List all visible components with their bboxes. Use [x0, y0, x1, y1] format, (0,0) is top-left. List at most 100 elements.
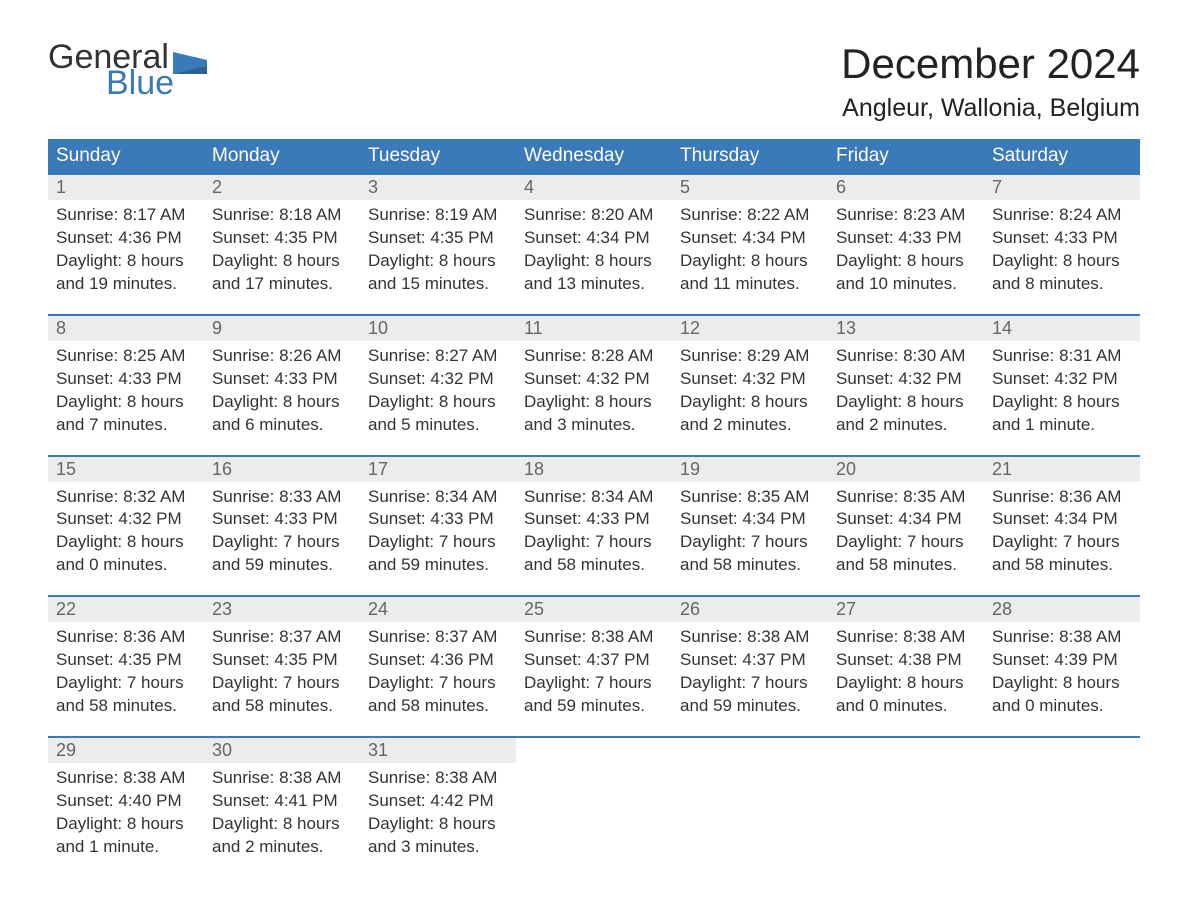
day-sunset: Sunset: 4:34 PM [680, 508, 820, 531]
content-row: Sunrise: 8:25 AMSunset: 4:33 PMDaylight:… [48, 341, 1140, 456]
day-sunset: Sunset: 4:35 PM [212, 649, 352, 672]
day-sunset: Sunset: 4:35 PM [368, 227, 508, 250]
day-cell: Sunrise: 8:34 AMSunset: 4:33 PMDaylight:… [516, 482, 672, 597]
day-cell: Sunrise: 8:28 AMSunset: 4:32 PMDaylight:… [516, 341, 672, 456]
day-daylight1: Daylight: 8 hours [368, 813, 508, 836]
day-sunset: Sunset: 4:35 PM [56, 649, 196, 672]
day-sunset: Sunset: 4:35 PM [212, 227, 352, 250]
day-daylight1: Daylight: 7 hours [680, 531, 820, 554]
day-daylight2: and 0 minutes. [56, 554, 196, 577]
day-daylight2: and 13 minutes. [524, 273, 664, 296]
daynum-row: 293031 [48, 737, 1140, 763]
day-number: 7 [984, 174, 1140, 200]
day-number: 12 [672, 315, 828, 341]
day-sunset: Sunset: 4:37 PM [524, 649, 664, 672]
day-sunset: Sunset: 4:32 PM [992, 368, 1132, 391]
day-cell: Sunrise: 8:31 AMSunset: 4:32 PMDaylight:… [984, 341, 1140, 456]
day-daylight1: Daylight: 7 hours [56, 672, 196, 695]
day-cell: Sunrise: 8:37 AMSunset: 4:35 PMDaylight:… [204, 622, 360, 737]
day-daylight2: and 8 minutes. [992, 273, 1132, 296]
day-number: 22 [48, 596, 204, 622]
day-sunrise: Sunrise: 8:24 AM [992, 204, 1132, 227]
day-sunrise: Sunrise: 8:26 AM [212, 345, 352, 368]
day-cell: Sunrise: 8:35 AMSunset: 4:34 PMDaylight:… [828, 482, 984, 597]
day-number: 2 [204, 174, 360, 200]
daynum-row: 1234567 [48, 174, 1140, 200]
day-cell: Sunrise: 8:26 AMSunset: 4:33 PMDaylight:… [204, 341, 360, 456]
day-sunset: Sunset: 4:33 PM [56, 368, 196, 391]
content-row: Sunrise: 8:38 AMSunset: 4:40 PMDaylight:… [48, 763, 1140, 877]
day-daylight2: and 19 minutes. [56, 273, 196, 296]
day-sunrise: Sunrise: 8:38 AM [524, 626, 664, 649]
day-sunset: Sunset: 4:32 PM [56, 508, 196, 531]
day-sunrise: Sunrise: 8:34 AM [524, 486, 664, 509]
day-number: 24 [360, 596, 516, 622]
day-cell: Sunrise: 8:35 AMSunset: 4:34 PMDaylight:… [672, 482, 828, 597]
day-sunrise: Sunrise: 8:18 AM [212, 204, 352, 227]
day-cell: Sunrise: 8:22 AMSunset: 4:34 PMDaylight:… [672, 200, 828, 315]
day-sunset: Sunset: 4:38 PM [836, 649, 976, 672]
day-daylight2: and 17 minutes. [212, 273, 352, 296]
day-daylight2: and 58 minutes. [680, 554, 820, 577]
day-number: 11 [516, 315, 672, 341]
day-cell: Sunrise: 8:38 AMSunset: 4:41 PMDaylight:… [204, 763, 360, 877]
day-number: 15 [48, 456, 204, 482]
weekday-header: Friday [828, 139, 984, 174]
day-daylight1: Daylight: 8 hours [212, 391, 352, 414]
day-sunrise: Sunrise: 8:29 AM [680, 345, 820, 368]
day-daylight2: and 59 minutes. [680, 695, 820, 718]
day-cell: Sunrise: 8:38 AMSunset: 4:37 PMDaylight:… [672, 622, 828, 737]
day-number [828, 737, 984, 763]
day-daylight1: Daylight: 8 hours [212, 250, 352, 273]
day-cell: Sunrise: 8:34 AMSunset: 4:33 PMDaylight:… [360, 482, 516, 597]
day-sunrise: Sunrise: 8:28 AM [524, 345, 664, 368]
day-sunrise: Sunrise: 8:38 AM [56, 767, 196, 790]
day-sunrise: Sunrise: 8:37 AM [212, 626, 352, 649]
month-title: December 2024 [841, 40, 1140, 88]
daynum-row: 15161718192021 [48, 456, 1140, 482]
day-sunrise: Sunrise: 8:19 AM [368, 204, 508, 227]
weekday-header-row: Sunday Monday Tuesday Wednesday Thursday… [48, 139, 1140, 174]
day-sunrise: Sunrise: 8:38 AM [836, 626, 976, 649]
day-daylight2: and 59 minutes. [212, 554, 352, 577]
title-block: December 2024 Angleur, Wallonia, Belgium [841, 40, 1140, 123]
day-cell: Sunrise: 8:23 AMSunset: 4:33 PMDaylight:… [828, 200, 984, 315]
day-daylight2: and 59 minutes. [524, 695, 664, 718]
day-number: 1 [48, 174, 204, 200]
day-number: 21 [984, 456, 1140, 482]
day-daylight1: Daylight: 8 hours [56, 250, 196, 273]
day-number: 10 [360, 315, 516, 341]
day-daylight1: Daylight: 7 hours [524, 531, 664, 554]
day-number [672, 737, 828, 763]
day-sunset: Sunset: 4:39 PM [992, 649, 1132, 672]
day-cell: Sunrise: 8:38 AMSunset: 4:37 PMDaylight:… [516, 622, 672, 737]
day-number: 30 [204, 737, 360, 763]
daynum-row: 891011121314 [48, 315, 1140, 341]
content-row: Sunrise: 8:32 AMSunset: 4:32 PM Daylight:… [48, 482, 1140, 597]
day-cell: Sunrise: 8:25 AMSunset: 4:33 PMDaylight:… [48, 341, 204, 456]
day-sunrise: Sunrise: 8:32 AM [56, 486, 196, 509]
day-daylight1: Daylight: 7 hours [836, 531, 976, 554]
day-daylight1: Daylight: 8 hours [368, 391, 508, 414]
day-daylight1: Daylight: 8 hours [524, 250, 664, 273]
day-number: 5 [672, 174, 828, 200]
day-sunrise: Sunrise: 8:33 AM [212, 486, 352, 509]
day-sunset: Sunset: 4:36 PM [368, 649, 508, 672]
day-daylight2: and 0 minutes. [992, 695, 1132, 718]
day-sunrise: Sunrise: 8:38 AM [368, 767, 508, 790]
day-daylight2: and 1 minute. [56, 836, 196, 859]
location: Angleur, Wallonia, Belgium [841, 94, 1140, 123]
day-daylight1: Daylight: 8 hours [56, 391, 196, 414]
weekday-header: Thursday [672, 139, 828, 174]
day-daylight1: Daylight: 7 hours [680, 672, 820, 695]
day-daylight1: Daylight: 7 hours [992, 531, 1132, 554]
day-sunset: Sunset: 4:34 PM [680, 227, 820, 250]
day-number: 23 [204, 596, 360, 622]
day-cell: Sunrise: 8:36 AMSunset: 4:35 PMDaylight:… [48, 622, 204, 737]
day-sunset: Sunset: 4:42 PM [368, 790, 508, 813]
day-sunrise: Sunrise: 8:17 AM [56, 204, 196, 227]
day-daylight2: and 59 minutes. [368, 554, 508, 577]
day-sunset: Sunset: 4:32 PM [368, 368, 508, 391]
day-daylight2: and 58 minutes. [836, 554, 976, 577]
day-number: 13 [828, 315, 984, 341]
